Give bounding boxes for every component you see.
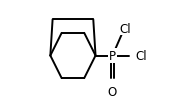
Text: Cl: Cl (119, 23, 131, 36)
Text: O: O (108, 85, 117, 98)
Text: P: P (109, 50, 116, 62)
Text: Cl: Cl (135, 50, 147, 62)
